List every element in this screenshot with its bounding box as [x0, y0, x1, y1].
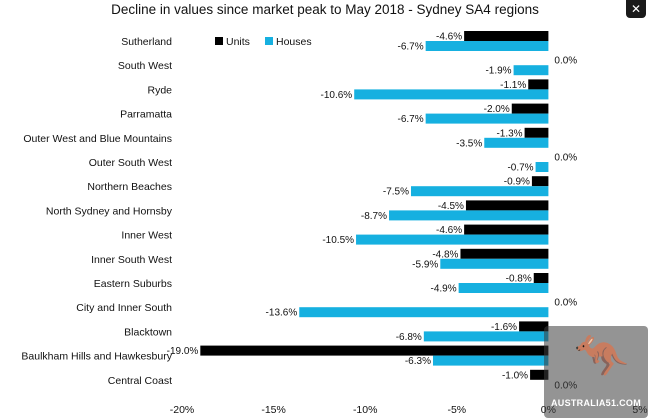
data-label-units: -4.6%	[436, 225, 462, 236]
bar-houses	[440, 258, 549, 269]
category-label: Ryde	[147, 84, 172, 96]
data-label-units: -1.3%	[496, 128, 522, 139]
bar-units	[460, 248, 549, 259]
category-label: Outer West and Blue Mountains	[23, 133, 172, 145]
kangaroo-logo-icon: 🦘	[574, 331, 629, 382]
data-label-houses: -4.9%	[431, 284, 457, 295]
bars-layer	[200, 31, 549, 380]
bar-units	[464, 31, 549, 41]
legend-swatch-houses	[265, 37, 273, 45]
category-label: Northern Beaches	[87, 181, 172, 193]
legend-label-houses: Houses	[276, 36, 312, 48]
chart-title: Decline in values since market peak to M…	[111, 2, 539, 17]
category-label: Sutherland	[121, 36, 172, 48]
legend-swatch-units	[215, 37, 223, 45]
bar-units	[531, 176, 549, 187]
x-tick-label: -10%	[353, 404, 378, 416]
data-label-units: 0.0%	[554, 153, 577, 164]
category-label: Outer South West	[89, 157, 172, 169]
bar-houses	[425, 41, 549, 51]
data-label-houses: -6.8%	[396, 332, 422, 343]
data-label-houses: -13.6%	[266, 308, 298, 319]
data-label-houses: -10.5%	[322, 235, 354, 246]
bar-units	[511, 103, 549, 114]
data-label-units: -4.5%	[438, 201, 464, 212]
data-label-units: -4.8%	[432, 249, 458, 260]
bar-houses	[484, 137, 549, 148]
category-label: Blacktown	[124, 326, 172, 338]
bar-houses	[356, 234, 549, 245]
category-label: Eastern Suburbs	[94, 278, 172, 290]
bar-units	[528, 79, 549, 90]
bar-houses	[423, 331, 549, 342]
bar-houses	[389, 210, 549, 221]
data-label-units: -1.0%	[502, 370, 528, 381]
watermark: 🦘 AUSTRALIA51.COM	[544, 326, 648, 418]
data-label-units: -2.0%	[484, 104, 510, 115]
data-label-houses: -0.7%	[507, 163, 533, 174]
data-label-houses: -3.5%	[456, 138, 482, 149]
data-label-houses: -8.7%	[361, 211, 387, 222]
x-tick-label: -5%	[447, 404, 466, 416]
bar-units	[200, 345, 549, 356]
legend-label-units: Units	[226, 36, 250, 48]
bar-units	[464, 224, 549, 235]
data-label-houses: -1.9%	[485, 66, 511, 77]
category-label: South West	[118, 60, 172, 72]
bar-units	[519, 321, 549, 332]
bar-units	[524, 127, 549, 138]
data-label-houses: -5.9%	[412, 259, 438, 270]
data-label-houses: -6.7%	[398, 114, 424, 125]
data-label-units: 0.0%	[554, 298, 577, 309]
bar-houses	[411, 186, 549, 197]
category-label: Inner South West	[91, 254, 172, 266]
data-label-units: -0.9%	[504, 177, 530, 188]
category-label: Parramatta	[120, 109, 172, 121]
x-tick-label: -20%	[170, 404, 195, 416]
bar-houses	[425, 113, 549, 124]
data-label-units: -1.1%	[500, 80, 526, 91]
legend: Units Houses	[215, 36, 312, 48]
bar-houses	[458, 283, 549, 293]
data-label-houses: -10.6%	[321, 90, 353, 101]
bar-houses	[354, 89, 549, 100]
labels-layer: Sutherland -4.6% -6.7% South West 0.0% -1.9% R…	[21, 32, 577, 392]
bar-houses	[513, 65, 549, 76]
bar-houses	[535, 162, 549, 172]
data-label-houses: -7.5%	[383, 187, 409, 198]
data-label-units: -0.8%	[506, 274, 532, 285]
category-label: Inner West	[121, 230, 172, 242]
category-label: Central Coast	[108, 375, 172, 387]
watermark-text: AUSTRALIA51.COM	[550, 398, 641, 408]
data-label-houses: -6.7%	[398, 42, 424, 53]
data-label-units: -1.6%	[491, 322, 517, 333]
data-label-units: 0.0%	[554, 56, 577, 67]
close-icon[interactable]: ✕	[626, 0, 646, 18]
bar-units	[533, 273, 549, 283]
bar-houses	[299, 307, 549, 318]
bar-units	[530, 369, 549, 380]
category-label: City and Inner South	[76, 302, 172, 314]
category-label: Baulkham Hills and Hawkesbury	[21, 351, 172, 363]
data-label-houses: -6.3%	[405, 356, 431, 367]
bar-houses	[432, 355, 549, 366]
data-label-units: -4.6%	[436, 32, 462, 43]
category-label: North Sydney and Hornsby	[46, 205, 173, 217]
data-label-units: -19.0%	[167, 346, 199, 357]
x-tick-label: -15%	[261, 404, 286, 416]
bar-units	[465, 200, 549, 211]
